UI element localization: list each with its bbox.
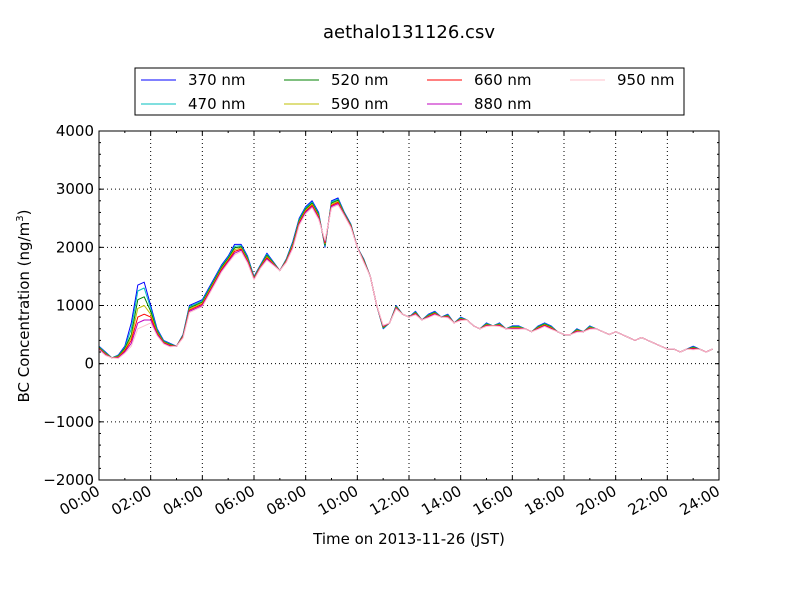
y-tick-label: 0 bbox=[84, 355, 94, 373]
series-line-660-nm bbox=[98, 202, 713, 359]
legend-label: 660 nm bbox=[474, 71, 532, 89]
x-tick-label: 16:00 bbox=[470, 482, 516, 519]
series-line-950-nm bbox=[98, 204, 713, 359]
x-tick-label: 10:00 bbox=[315, 482, 361, 519]
x-tick-label: 22:00 bbox=[625, 482, 671, 519]
x-tick-label: 18:00 bbox=[522, 482, 568, 519]
x-tick-label: 12:00 bbox=[367, 482, 413, 519]
y-tick-label: 3000 bbox=[56, 180, 94, 198]
x-tick-label: 20:00 bbox=[573, 482, 619, 519]
y-tick-label: 4000 bbox=[56, 122, 94, 140]
x-tick-label: 04:00 bbox=[160, 482, 206, 519]
legend-label: 370 nm bbox=[188, 71, 246, 89]
grid bbox=[99, 131, 719, 480]
series-line-880-nm bbox=[98, 203, 713, 359]
y-tick-label: 1000 bbox=[56, 297, 94, 315]
legend-label: 880 nm bbox=[474, 95, 532, 113]
series-line-590-nm bbox=[98, 200, 713, 359]
x-tick-label: 24:00 bbox=[677, 482, 723, 519]
y-tick-label: −1000 bbox=[43, 413, 94, 431]
x-tick-label: 14:00 bbox=[418, 482, 464, 519]
series-lines bbox=[98, 197, 713, 359]
axis-ticks bbox=[98, 130, 720, 481]
x-tick-label: 06:00 bbox=[212, 482, 258, 519]
legend: 370 nm 470 nm 520 nm 590 nm 660 nm 880 nm 950 … bbox=[134, 67, 685, 116]
legend-label: 950 nm bbox=[617, 71, 675, 89]
x-axis-label: Time on 2013-11-26 (JST) bbox=[312, 530, 505, 548]
x-tick-label: 02:00 bbox=[108, 482, 154, 519]
legend-entries: 370 nm 470 nm 520 nm 590 nm 660 nm 880 nm 950 … bbox=[141, 71, 675, 113]
y-tick-label: 2000 bbox=[56, 238, 94, 256]
y-tick-label: −2000 bbox=[43, 471, 94, 489]
legend-label: 470 nm bbox=[188, 95, 246, 113]
legend-label: 520 nm bbox=[331, 71, 389, 89]
legend-label: 590 nm bbox=[331, 95, 389, 113]
x-tick-labels: 00:00 02:00 04:00 06:00 08:00 10:00 12:00 14:00… bbox=[57, 482, 723, 519]
chart-title: aethalo131126.csv bbox=[323, 22, 495, 43]
y-axis-label-tail: ) bbox=[15, 210, 33, 216]
legend-frame bbox=[134, 67, 685, 116]
y-tick-labels: −2000 −1000 0 1000 2000 3000 4000 bbox=[43, 122, 94, 489]
y-axis-label-superscript: 3 bbox=[15, 215, 26, 221]
x-tick-label: 08:00 bbox=[263, 482, 309, 519]
y-axis-label: BC Concentration (ng/m3) bbox=[15, 210, 33, 403]
y-axis-label-main: BC Concentration (ng/m bbox=[15, 222, 33, 403]
